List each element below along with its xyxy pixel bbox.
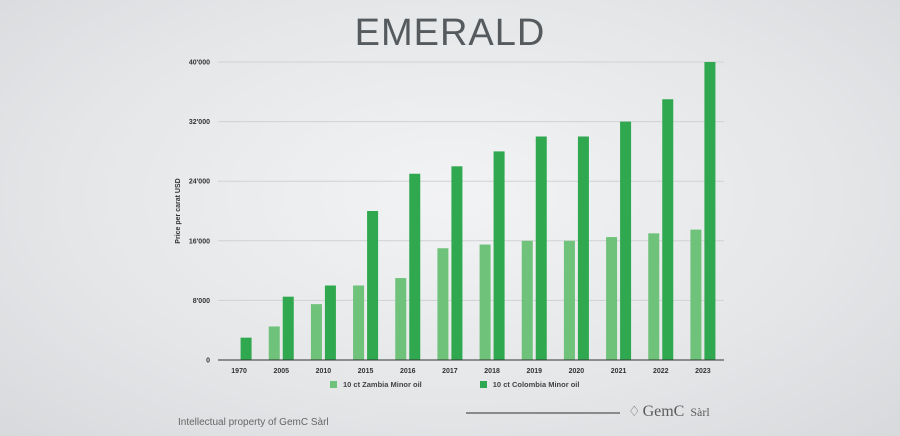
y-tick-label: 8'000 bbox=[193, 298, 210, 305]
bar-zambia bbox=[479, 244, 491, 360]
x-tick-label: 2021 bbox=[611, 368, 627, 375]
y-axis-label: Price per carat USD bbox=[175, 178, 182, 243]
copyright-text: Intellectual property of GemC Sàrl bbox=[178, 417, 329, 428]
gem-icon: ♢ bbox=[628, 405, 641, 420]
x-tick-label: 2019 bbox=[526, 368, 542, 375]
legend-item-zambia: 10 ct Zambia Minor oil bbox=[330, 380, 422, 389]
x-tick-label: 2015 bbox=[358, 368, 374, 375]
bar-colombia bbox=[535, 136, 547, 360]
bar-colombia bbox=[620, 121, 632, 360]
bar-colombia bbox=[324, 285, 336, 360]
bar-zambia bbox=[563, 240, 575, 360]
x-tick-label: 2016 bbox=[400, 368, 416, 375]
legend-label-zambia: 10 ct Zambia Minor oil bbox=[343, 380, 422, 389]
y-tick-label: 40'000 bbox=[189, 60, 210, 67]
bar-zambia bbox=[310, 304, 322, 360]
legend-item-colombia: 10 ct Colombia Minor oil bbox=[479, 380, 580, 389]
logo-main-text: GemC bbox=[642, 403, 685, 420]
bar-colombia bbox=[282, 296, 294, 360]
bar-colombia bbox=[240, 337, 252, 360]
footer-divider bbox=[466, 412, 620, 414]
x-tick-label: 2022 bbox=[653, 368, 669, 375]
x-tick-label: 2017 bbox=[442, 368, 458, 375]
y-tick-label: 24'000 bbox=[189, 179, 210, 186]
y-tick-label: 0 bbox=[206, 358, 210, 365]
y-tick-label: 32'000 bbox=[189, 119, 210, 126]
bar-colombia bbox=[409, 173, 421, 360]
x-tick-label: 2020 bbox=[569, 368, 585, 375]
bar-zambia bbox=[437, 248, 449, 360]
bar-zambia bbox=[690, 229, 702, 360]
bar-colombia bbox=[662, 99, 674, 360]
bar-zambia bbox=[648, 233, 660, 360]
x-tick-label: 2018 bbox=[484, 368, 500, 375]
bar-zambia bbox=[395, 278, 407, 360]
bar-colombia bbox=[367, 211, 379, 360]
logo-sub-text: Sàrl bbox=[690, 405, 710, 419]
x-tick-label: 2005 bbox=[273, 368, 289, 375]
chart-legend: 10 ct Zambia Minor oil 10 ct Colombia Mi… bbox=[330, 380, 579, 389]
bar-colombia bbox=[577, 136, 589, 360]
legend-swatch-zambia bbox=[330, 381, 337, 388]
chart-title: EMERALD bbox=[354, 12, 546, 54]
company-logo: ♢ GemC Sàrl bbox=[628, 403, 710, 421]
bar-zambia bbox=[353, 285, 365, 360]
legend-label-colombia: 10 ct Colombia Minor oil bbox=[492, 380, 580, 389]
bar-colombia bbox=[704, 62, 716, 360]
bar-zambia bbox=[606, 237, 618, 360]
legend-swatch-colombia bbox=[479, 381, 487, 388]
bar-zambia bbox=[268, 326, 280, 360]
x-tick-label: 2023 bbox=[695, 368, 711, 375]
x-tick-label: 1970 bbox=[231, 368, 247, 375]
y-tick-label: 16'000 bbox=[189, 238, 210, 245]
x-tick-label: 2010 bbox=[316, 368, 332, 375]
bar-colombia bbox=[451, 166, 463, 360]
bar-colombia bbox=[493, 151, 505, 360]
bar-zambia bbox=[521, 240, 533, 360]
